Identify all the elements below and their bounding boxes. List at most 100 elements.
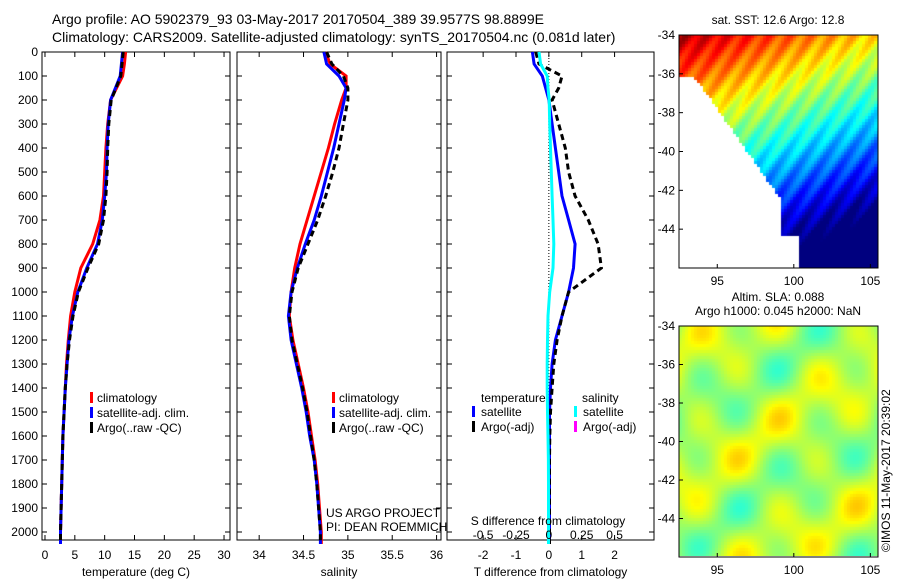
x-tick-label: 36 — [430, 548, 444, 562]
y-tick-label: 1200 — [11, 333, 38, 347]
y-tick-label: 1300 — [11, 357, 38, 371]
legend-swatch — [472, 406, 475, 417]
legend-swatch — [332, 407, 335, 418]
x-tick-label: -2 — [478, 548, 489, 562]
y-tick-label: -44 — [658, 222, 676, 236]
y-tick-label: -42 — [658, 183, 676, 197]
x2-tick-label: -0.25 — [502, 528, 530, 542]
map-frame — [678, 325, 879, 558]
y-tick-label: -42 — [658, 473, 676, 487]
sla-map-image — [679, 326, 878, 556]
x2-tick-label: 0.25 — [570, 528, 594, 542]
legend-label: Argo(..raw -QC) — [339, 421, 424, 435]
y-tick-label: 1000 — [11, 285, 38, 299]
legend-title-salinity: salinity — [582, 391, 619, 405]
y-tick-label: 300 — [18, 117, 38, 131]
y-tick-label: 900 — [18, 261, 38, 275]
x-tick-label: 105 — [860, 563, 880, 577]
sla-map-title-1: Altim. SLA: 0.088 — [732, 290, 825, 304]
legend-label: satellite — [583, 405, 624, 419]
x-tick-label: 15 — [128, 548, 142, 562]
y-tick-label: 800 — [18, 237, 38, 251]
x-tick-label: 0 — [546, 548, 553, 562]
y-tick-label: 100 — [18, 69, 38, 83]
imos-timestamp: ©IMOS 11-May-2017 20:39:02 — [879, 389, 893, 552]
x-axis-label: salinity — [321, 565, 358, 579]
x-axis-label: T difference from climatology — [474, 565, 628, 579]
legend-label: satellite — [481, 405, 522, 419]
x2-tick-label: 0 — [546, 528, 553, 542]
project-credit: US ARGO PROJECT — [326, 506, 441, 520]
y-tick-label: -40 — [658, 145, 676, 159]
y-tick-label: -34 — [658, 28, 676, 42]
y-tick-label: 2000 — [11, 525, 38, 539]
y-tick-label: 1700 — [11, 453, 38, 467]
y-tick-label: -34 — [658, 319, 676, 333]
legend-swatch — [472, 421, 475, 432]
x-tick-label: 2 — [611, 548, 618, 562]
x-tick-label: 95 — [711, 274, 725, 288]
y-tick-label: 600 — [18, 189, 38, 203]
legend-swatch — [90, 422, 93, 433]
legend-label: climatology — [339, 391, 399, 405]
x-tick-label: 10 — [98, 548, 112, 562]
x-tick-label: 95 — [711, 563, 725, 577]
legend-swatch — [332, 422, 335, 433]
x2-tick-label: -0.5 — [473, 528, 494, 542]
x-tick-label: 0 — [42, 548, 49, 562]
x-tick-label: 30 — [217, 548, 231, 562]
map-frame — [678, 34, 879, 269]
x-tick-label: -1 — [511, 548, 522, 562]
plot-frame-temperature — [41, 51, 231, 541]
legend-swatch — [574, 421, 577, 432]
y-tick-label: 1400 — [11, 381, 38, 395]
legend-swatch — [90, 392, 93, 403]
series-line-argo-raw-qc- — [59, 51, 125, 544]
legend-label: Argo(-adj) — [583, 420, 636, 434]
y-tick-label: -38 — [658, 396, 676, 410]
pi-credit: PI: DEAN ROEMMICH — [326, 520, 448, 534]
series-line-salinity-satellite — [537, 51, 556, 544]
x-tick-label: 34.5 — [292, 548, 316, 562]
y-tick-label: 1900 — [11, 501, 38, 515]
y-tick-label: -36 — [658, 358, 676, 372]
y-tick-label: 1500 — [11, 405, 38, 419]
x-tick-label: 100 — [784, 563, 804, 577]
y-tick-label: 0 — [31, 45, 38, 59]
x-tick-label: 20 — [158, 548, 172, 562]
x-tick-label: 35.5 — [381, 548, 405, 562]
y-tick-label: 400 — [18, 141, 38, 155]
sst-map-image — [679, 35, 878, 268]
sla-map-title-2: Argo h1000: 0.045 h2000: NaN — [695, 304, 861, 318]
figure-title-line2: Climatology: CARS2009. Satellite-adjuste… — [52, 29, 616, 45]
x-tick-label: 34 — [252, 548, 266, 562]
y-tick-label: 1600 — [11, 429, 38, 443]
legend-label: Argo(..raw -QC) — [97, 421, 182, 435]
x-tick-label: 1 — [578, 548, 585, 562]
legend-label: climatology — [97, 391, 157, 405]
plot-frame-salinity — [236, 51, 442, 541]
sst-map-title: sat. SST: 12.6 Argo: 12.8 — [712, 13, 845, 27]
y-tick-label: -44 — [658, 512, 676, 526]
figure-title-line1: Argo profile: AO 5902379_93 03-May-2017 … — [52, 11, 544, 27]
x-tick-label: 25 — [188, 548, 202, 562]
x-axis-label: temperature (deg C) — [82, 565, 190, 579]
y-tick-label: 700 — [18, 213, 38, 227]
legend-swatch — [90, 407, 93, 418]
x-tick-label: 35 — [341, 548, 355, 562]
y-tick-label: -38 — [658, 106, 676, 120]
legend-swatch — [332, 392, 335, 403]
legend-label: satellite-adj. clim. — [97, 406, 189, 420]
x-tick-label: 100 — [784, 274, 804, 288]
x2-tick-label: 0.5 — [606, 528, 623, 542]
legend-label: satellite-adj. clim. — [339, 406, 431, 420]
legend-title-temperature: temperature — [481, 391, 546, 405]
y-tick-label: -40 — [658, 435, 676, 449]
y-tick-label: 1100 — [12, 309, 38, 323]
y-tick-label: -36 — [658, 67, 676, 81]
y-tick-label: 200 — [18, 93, 38, 107]
y-tick-label: 1800 — [11, 477, 38, 491]
